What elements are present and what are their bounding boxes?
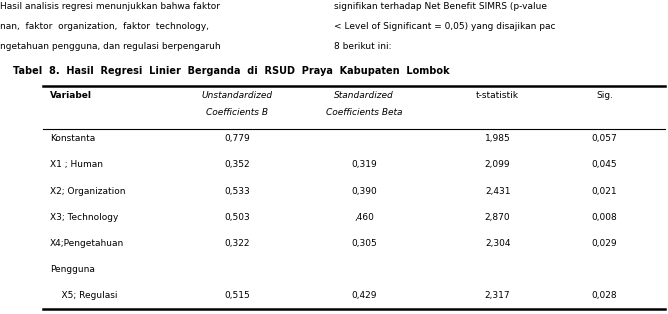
Text: nan,  faktor  organization,  faktor  technology,: nan, faktor organization, faktor technol… [0,22,209,31]
Text: 0,503: 0,503 [224,213,250,222]
Text: 0,322: 0,322 [224,239,250,248]
Text: ,460: ,460 [354,213,374,222]
Text: t-statistik: t-statistik [476,91,519,100]
Text: 1,985: 1,985 [485,134,510,143]
Text: 0,021: 0,021 [592,187,617,196]
Text: Standardized: Standardized [334,91,394,100]
Text: X3; Technology: X3; Technology [50,213,118,222]
Text: ngetahuan pengguna, dan regulasi berpengaruh: ngetahuan pengguna, dan regulasi berpeng… [0,42,220,51]
Text: Variabel: Variabel [50,91,92,100]
Text: X4;Pengetahuan: X4;Pengetahuan [50,239,124,248]
Text: 0,028: 0,028 [592,291,617,300]
Text: signifikan terhadap Net Benefit SIMRS (p-value: signifikan terhadap Net Benefit SIMRS (p… [334,2,547,11]
Text: 0,045: 0,045 [592,160,617,170]
Text: 0,305: 0,305 [351,239,377,248]
Text: 0,029: 0,029 [592,239,617,248]
Text: 0,533: 0,533 [224,187,250,196]
Text: 0,352: 0,352 [224,160,250,170]
Text: 2,099: 2,099 [485,160,510,170]
Text: 0,057: 0,057 [592,134,617,143]
Text: 0,390: 0,390 [351,187,377,196]
Text: 0,429: 0,429 [351,291,377,300]
Text: X5; Regulasi: X5; Regulasi [50,291,118,300]
Text: < Level of Significant = 0,05) yang disajikan pac: < Level of Significant = 0,05) yang disa… [334,22,556,31]
Text: 2,317: 2,317 [485,291,510,300]
Text: 0,008: 0,008 [592,213,617,222]
Text: Pengguna: Pengguna [50,265,95,274]
Text: 0,515: 0,515 [224,291,250,300]
Text: Sig.: Sig. [596,91,613,100]
Text: 2,431: 2,431 [485,187,510,196]
Text: 2,870: 2,870 [485,213,510,222]
Text: 2,304: 2,304 [485,239,510,248]
Text: Coefficients B: Coefficients B [206,108,268,117]
Text: X1 ; Human: X1 ; Human [50,160,103,170]
Text: 0,779: 0,779 [224,134,250,143]
Text: Unstandardized: Unstandardized [202,91,273,100]
Text: Konstanta: Konstanta [50,134,96,143]
Text: X2; Organization: X2; Organization [50,187,126,196]
Text: 0,319: 0,319 [351,160,377,170]
Text: 8 berikut ini:: 8 berikut ini: [334,42,391,51]
Text: Hasil analisis regresi menunjukkan bahwa faktor: Hasil analisis regresi menunjukkan bahwa… [0,2,220,11]
Text: Tabel  8.  Hasil  Regresi  Linier  Berganda  di  RSUD  Praya  Kabupaten  Lombok: Tabel 8. Hasil Regresi Linier Berganda d… [13,66,450,76]
Text: Coefficients Beta: Coefficients Beta [326,108,402,117]
